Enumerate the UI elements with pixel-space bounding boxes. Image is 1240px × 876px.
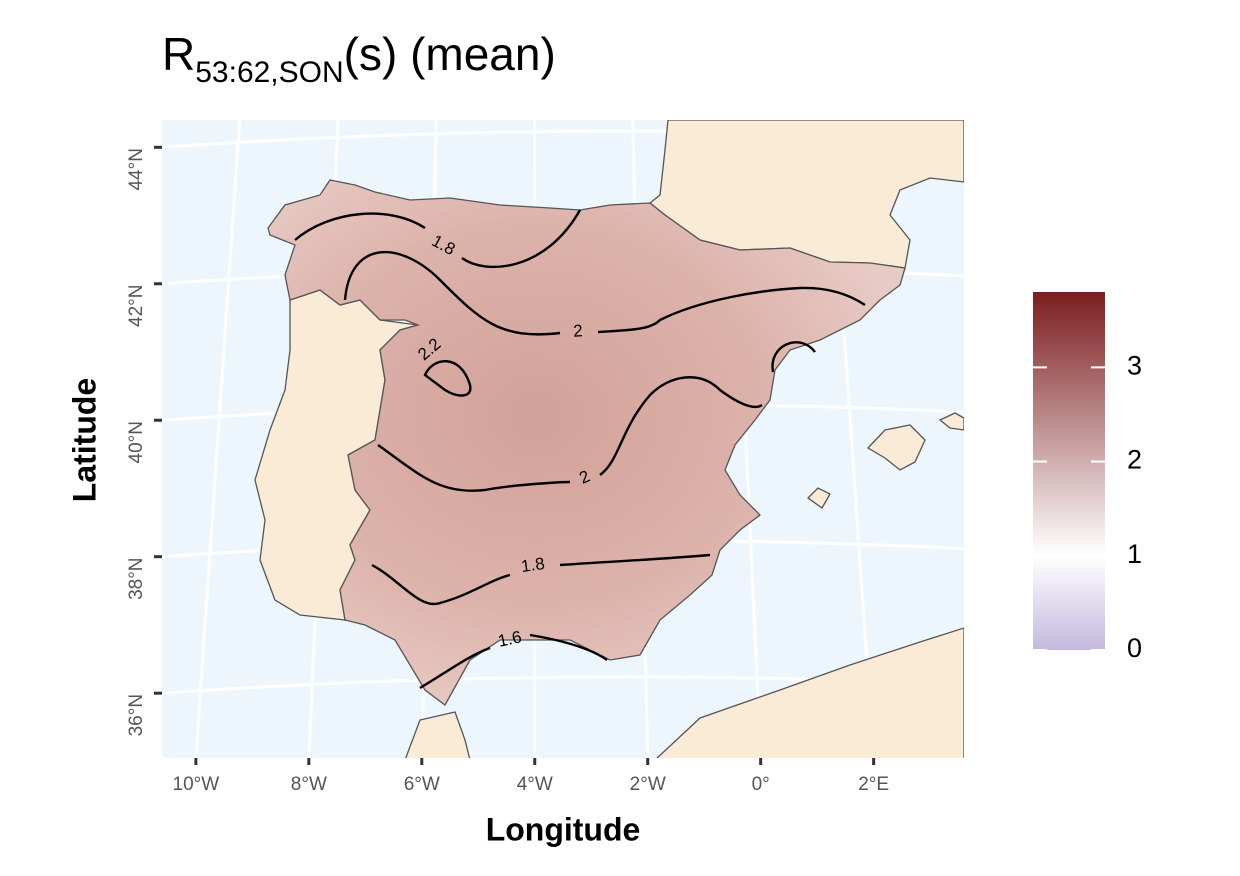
contour-line [294,209,582,269]
contour-line [419,633,608,690]
map-panel: 1.822.221.81.6 [162,120,964,758]
x-tick-label: 2°E [858,774,889,795]
y-tick-label: 38°N [126,557,147,599]
x-tick-label: 4°W [517,774,553,795]
axes: 10°W 8°W 6°W 4°W 2°W 0° 2°E 36°N 38°N 40°N 42°N 44°… [126,145,889,795]
y-axis-label: Latitude [66,378,102,502]
legend-tick-label: 0 [1127,633,1142,663]
contour-label: 2 [573,321,583,340]
title-rest: (s) (mean) [344,28,556,80]
contour-label: 1.8 [520,554,546,576]
land [254,120,964,758]
x-tick-label: 2°W [630,774,666,795]
spain-field [267,179,906,706]
legend-tick-label: 3 [1127,350,1142,380]
legend-tick-label: 1 [1127,539,1142,569]
x-tick-label: 0° [752,774,770,795]
x-tick-label: 6°W [404,774,440,795]
y-tick-label: 44°N [126,148,147,190]
contour-label: 1.6 [496,627,523,650]
ibiza [806,487,831,509]
mallorca [866,424,926,471]
y-tick-label: 36°N [126,694,147,736]
contour-line [771,341,816,373]
x-tick-label: 8°W [291,774,327,795]
title-main: R [162,28,195,80]
contour-line [343,250,866,336]
colorbar [1033,292,1105,650]
title-subscript: 53:62,SON [195,56,343,89]
legend-tick-label: 2 [1127,445,1142,475]
contour-line [371,553,711,606]
menorca [938,412,964,431]
title: R53:62,SON(s) (mean) [162,28,556,89]
x-axis-label: Longitude [486,811,641,847]
legend: 0 1 2 3 [1033,292,1142,663]
x-tick-label: 10°W [173,774,220,795]
y-tick-label: 42°N [126,285,147,327]
contour-line [377,376,763,492]
meridian [194,120,242,758]
y-tick-label: 40°N [126,421,147,463]
morocco [405,711,471,758]
algeria [656,627,964,758]
contour-line [423,360,472,397]
